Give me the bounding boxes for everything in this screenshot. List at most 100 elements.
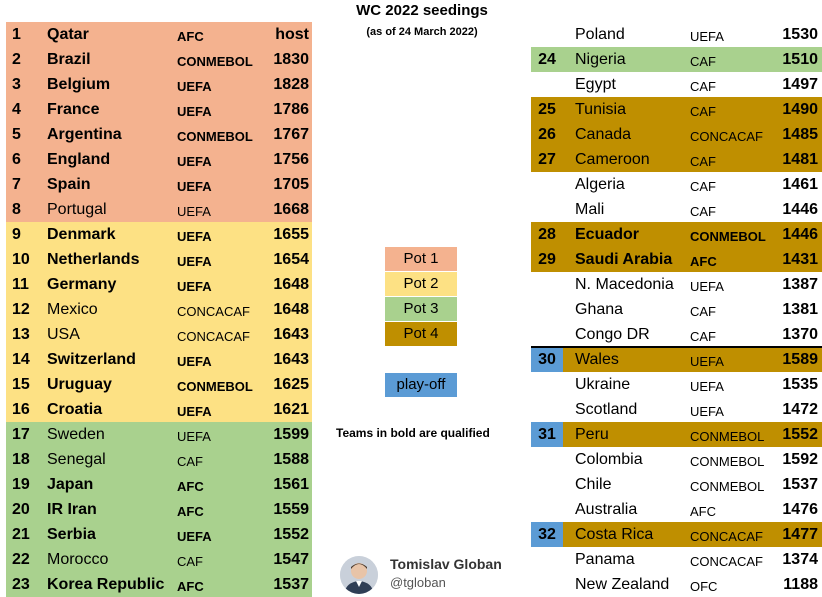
seed-rank <box>531 472 563 497</box>
row-fill <box>563 347 822 372</box>
elo-points: 1446 <box>782 226 818 243</box>
row-fill <box>42 522 312 547</box>
seed-rank: 21 <box>6 522 42 547</box>
row-fill <box>42 472 312 497</box>
row-fill <box>42 197 312 222</box>
confederation: CAF <box>690 204 716 219</box>
table-row: 32 Costa Rica CONCACAF 1477 <box>531 522 822 547</box>
elo-points: 1561 <box>273 476 309 493</box>
elo-points: host <box>275 26 309 43</box>
table-row: 14 Switzerland UEFA 1643 <box>6 347 312 372</box>
confederation: UEFA <box>177 254 212 269</box>
team-name: Congo DR <box>575 326 650 343</box>
table-row: 18 Senegal CAF 1588 <box>6 447 312 472</box>
confederation: CONMEBOL <box>690 454 765 469</box>
seed-rank: 3 <box>6 72 42 97</box>
seed-rank: 6 <box>6 147 42 172</box>
seed-rank: 8 <box>6 197 42 222</box>
confederation: CAF <box>690 179 716 194</box>
confederation: CONMEBOL <box>690 479 765 494</box>
seed-rank: 26 <box>531 122 563 147</box>
row-fill <box>42 272 312 297</box>
row-fill <box>42 547 312 572</box>
seed-rank: 27 <box>531 147 563 172</box>
confederation: UEFA <box>690 354 724 369</box>
seed-rank: 18 <box>6 447 42 472</box>
confederation: CAF <box>690 104 716 119</box>
elo-points: 1756 <box>273 151 309 168</box>
elo-points: 1552 <box>273 526 309 543</box>
seed-rank: 13 <box>6 322 42 347</box>
team-name: Egypt <box>575 76 616 93</box>
elo-points: 1648 <box>273 276 309 293</box>
confederation: CAF <box>690 54 716 69</box>
confederation: AFC <box>690 504 716 519</box>
team-name: Japan <box>47 476 94 493</box>
seed-rank <box>531 22 563 47</box>
table-row: 21 Serbia UEFA 1552 <box>6 522 312 547</box>
team-name: Spain <box>47 176 91 193</box>
table-row: 4 France UEFA 1786 <box>6 97 312 122</box>
seed-rank <box>531 297 563 322</box>
row-fill <box>42 372 312 397</box>
team-name: Colombia <box>575 451 643 468</box>
team-name: Cameroon <box>575 151 650 168</box>
row-fill <box>42 447 312 472</box>
table-row: 12 Mexico CONCACAF 1648 <box>6 297 312 322</box>
seed-rank <box>531 322 563 347</box>
seed-rank: 29 <box>531 247 563 272</box>
team-name: Mexico <box>47 301 98 318</box>
table-row: 5 Argentina CONMEBOL 1767 <box>6 122 312 147</box>
team-name: Brazil <box>47 51 91 68</box>
seed-rank: 4 <box>6 97 42 122</box>
elo-points: 1830 <box>273 51 309 68</box>
table-row: 23 Korea Republic AFC 1537 <box>6 572 312 597</box>
team-name: Chile <box>575 476 612 493</box>
seed-rank: 16 <box>6 397 42 422</box>
row-fill <box>42 297 312 322</box>
seed-rank: 17 <box>6 422 42 447</box>
seed-rank <box>531 372 563 397</box>
elo-points: 1497 <box>782 76 818 93</box>
playoff-divider <box>531 346 822 348</box>
seed-rank <box>531 72 563 97</box>
seed-rank <box>531 197 563 222</box>
table-row: 29 Saudi Arabia AFC 1431 <box>531 247 822 272</box>
team-name: Korea Republic <box>47 576 165 593</box>
team-name: Algeria <box>575 176 625 193</box>
team-name: IR Iran <box>47 501 97 518</box>
team-name: Serbia <box>47 526 96 543</box>
table-row: 17 Sweden UEFA 1599 <box>6 422 312 447</box>
confederation: UEFA <box>177 529 212 544</box>
table-row: Ukraine UEFA 1535 <box>531 372 822 397</box>
elo-points: 1643 <box>273 351 309 368</box>
table-row: Algeria CAF 1461 <box>531 172 822 197</box>
confederation: CAF <box>690 329 716 344</box>
confederation: UEFA <box>177 79 212 94</box>
confederation: UEFA <box>177 229 212 244</box>
table-row: Colombia CONMEBOL 1592 <box>531 447 822 472</box>
row-fill <box>563 222 822 247</box>
row-fill <box>563 147 822 172</box>
row-fill <box>42 222 312 247</box>
table-row: 31 Peru CONMEBOL 1552 <box>531 422 822 447</box>
page-title: WC 2022 seedings <box>356 2 488 19</box>
team-name: Germany <box>47 276 117 293</box>
team-name: Uruguay <box>47 376 112 393</box>
elo-points: 1381 <box>782 301 818 318</box>
elo-points: 1786 <box>273 101 309 118</box>
team-name: Ghana <box>575 301 624 318</box>
table-row: 15 Uruguay CONMEBOL 1625 <box>6 372 312 397</box>
elo-points: 1668 <box>273 201 309 218</box>
seed-rank <box>531 272 563 297</box>
table-row: Egypt CAF 1497 <box>531 72 822 97</box>
elo-points: 1431 <box>782 251 818 268</box>
elo-points: 1374 <box>782 551 818 568</box>
seed-rank: 30 <box>531 347 563 372</box>
elo-points: 1530 <box>782 26 818 43</box>
row-fill <box>42 72 312 97</box>
team-name: Tunisia <box>575 101 626 118</box>
confederation: CONMEBOL <box>690 429 765 444</box>
confederation: UEFA <box>177 279 212 294</box>
row-fill <box>563 97 822 122</box>
